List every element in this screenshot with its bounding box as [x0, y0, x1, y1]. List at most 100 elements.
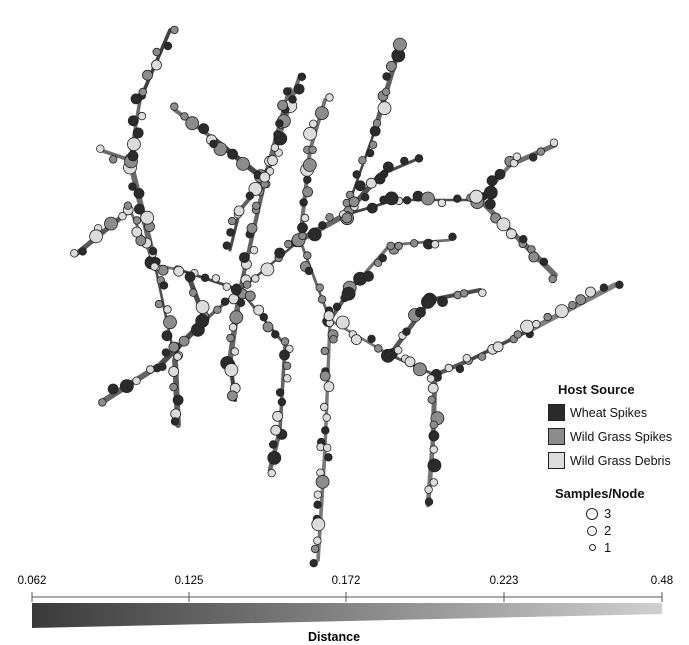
haplotype-node	[251, 274, 260, 283]
haplotype-node	[543, 312, 552, 322]
haplotype-node	[483, 185, 498, 200]
haplotype-node	[615, 280, 624, 289]
haplotype-node	[275, 119, 284, 128]
haplotype-node	[427, 458, 442, 473]
haplotype-node	[368, 140, 378, 149]
haplotype-node	[426, 374, 436, 383]
haplotype-node	[230, 284, 242, 296]
haplotype-node	[198, 123, 210, 135]
haplotype-node	[599, 283, 609, 292]
haplotype-node	[402, 327, 411, 336]
haplotype-node	[304, 266, 314, 276]
haplotype-node	[424, 497, 434, 506]
haplotype-node	[188, 288, 198, 297]
haplotype-node	[321, 426, 330, 435]
size-label: 2	[604, 523, 612, 538]
haplotype-node	[585, 286, 596, 298]
size-3-circle	[586, 507, 598, 520]
size-1-circle	[588, 544, 596, 551]
haplotype-node	[358, 156, 367, 165]
haplotype-node	[283, 374, 292, 383]
haplotype-node	[233, 205, 245, 217]
haplotype-node	[372, 118, 382, 128]
haplotype-node	[236, 156, 250, 171]
haplotype-node	[78, 247, 87, 256]
haplotype-node	[320, 346, 329, 356]
haplotype-node	[410, 239, 419, 248]
haplotype-network	[70, 25, 624, 568]
samples-per-node-legend: Samples/Node 3 2 1	[555, 486, 675, 556]
haplotype-node	[238, 252, 250, 263]
haplotype-node	[104, 216, 118, 231]
haplotype-node	[412, 362, 427, 377]
haplotype-node	[392, 37, 407, 52]
haplotype-node	[548, 274, 557, 284]
haplotype-node	[302, 186, 314, 198]
haplotype-node	[310, 544, 320, 554]
haplotype-node	[459, 289, 469, 298]
haplotype-node	[170, 102, 179, 111]
haplotype-node	[313, 490, 322, 499]
haplotype-node	[549, 138, 559, 147]
haplotype-node	[267, 450, 282, 465]
haplotype-node	[277, 397, 287, 407]
haplotype-node	[367, 334, 376, 344]
distance-scale: 0.062 0.125 0.172 0.223 0.48 Distance	[18, 575, 674, 644]
haplotype-node	[142, 69, 153, 81]
haplotype-node	[283, 87, 292, 96]
haplotype-node	[260, 262, 275, 277]
legend-item-wild-grass-spikes: Wild Grass Spikes	[548, 426, 686, 447]
haplotype-node	[520, 319, 534, 334]
haplotype-node	[414, 154, 424, 163]
haplotype-node	[492, 341, 504, 353]
haplotype-node	[168, 366, 180, 377]
legend-item-wheat-spikes: Wheat Spikes	[548, 402, 686, 423]
haplotype-node	[173, 352, 182, 361]
size-legend-title: Samples/Node	[555, 486, 645, 501]
haplotype-node	[325, 213, 334, 222]
haplotype-node	[293, 83, 305, 95]
haplotype-node	[314, 106, 329, 120]
haplotype-node	[352, 170, 361, 179]
scale-tick-label: 0.223	[490, 575, 519, 587]
haplotype-node	[477, 352, 487, 361]
haplotype-node	[320, 402, 329, 412]
haplotype-node	[313, 536, 322, 545]
haplotype-node	[394, 241, 403, 251]
size-label: 1	[604, 540, 612, 555]
haplotype-node	[424, 485, 433, 494]
haplotype-node	[341, 286, 356, 301]
haplotype-node	[311, 517, 326, 532]
haplotype-node	[163, 41, 173, 51]
haplotype-node	[259, 171, 271, 183]
haplotype-node	[213, 305, 222, 314]
haplotype-node	[107, 383, 119, 395]
haplotype-node	[444, 363, 453, 373]
haplotype-node	[267, 468, 276, 478]
haplotype-node	[130, 93, 142, 105]
haplotype-node	[273, 130, 282, 139]
haplotype-node	[420, 191, 435, 206]
haplotype-node	[486, 175, 498, 187]
haplotype-node	[496, 217, 511, 232]
haplotype-node	[568, 301, 577, 310]
distance-gradient-wedge	[32, 603, 662, 628]
haplotype-node	[159, 281, 169, 290]
haplotype-node	[323, 443, 332, 452]
network-edge	[298, 238, 332, 322]
haplotype-node	[252, 201, 261, 210]
haplotype-node	[519, 234, 528, 244]
haplotype-node	[262, 321, 274, 333]
haplotype-node	[313, 500, 322, 509]
haplotype-node	[180, 112, 189, 121]
haplotype-node	[282, 361, 292, 370]
haplotype-node	[226, 390, 238, 402]
haplotype-node	[96, 144, 105, 153]
haplotype-node	[309, 119, 318, 128]
haplotype-node	[429, 478, 438, 487]
haplotype-node	[323, 310, 335, 322]
haplotype-node	[554, 304, 569, 319]
scale-ticks	[31, 592, 663, 602]
haplotype-node	[325, 93, 334, 102]
haplotype-node	[244, 290, 256, 302]
